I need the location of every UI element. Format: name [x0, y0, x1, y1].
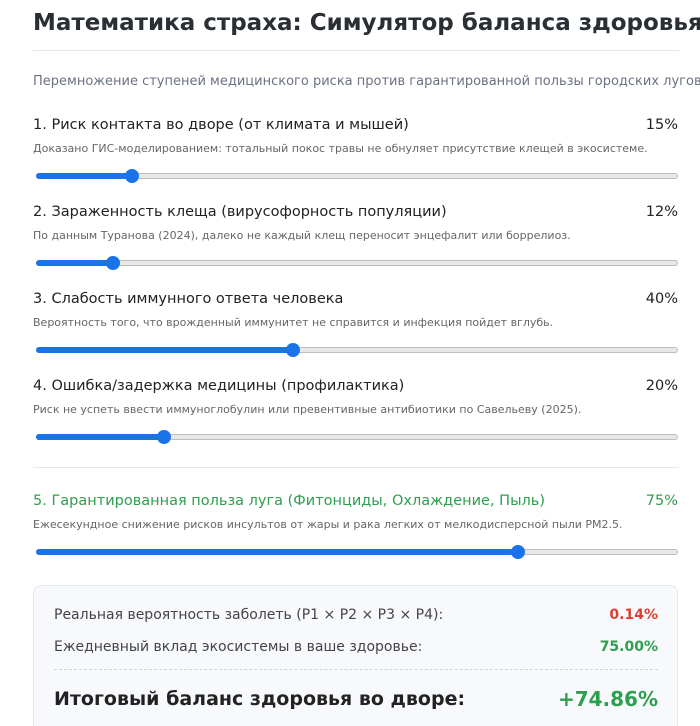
slider-thumb[interactable] — [285, 343, 300, 357]
result-label: Ежедневный вклад экосистемы в ваше здоро… — [54, 639, 423, 655]
slider-value: 20% — [645, 378, 678, 394]
slider-label: 3. Слабость иммунного ответа человека — [33, 291, 344, 307]
slider-label: 1. Риск контакта во дворе (от климата и … — [33, 117, 409, 133]
total-label: Итоговый баланс здоровья во дворе: — [54, 688, 466, 710]
slider-value: 40% — [645, 291, 678, 307]
page-title: Математика страха: Симулятор баланса здо… — [33, 10, 700, 36]
slider-value: 12% — [645, 204, 678, 220]
results-panel — [33, 585, 678, 726]
slider-thumb[interactable] — [157, 430, 172, 444]
result-label: Реальная вероятность заболеть (P1 × P2 ×… — [54, 607, 444, 623]
divider — [33, 467, 679, 468]
slider-label: 2. Зараженность клеща (вирусофорность по… — [33, 204, 447, 220]
total-value: +74.86% — [557, 687, 658, 711]
slider-thumb[interactable] — [510, 545, 525, 559]
subtitle: Перемножение ступеней медицинского риска… — [33, 74, 700, 89]
divider — [54, 669, 658, 670]
result-value: 75.00% — [599, 639, 658, 655]
slider-description: Вероятность того, что врожденный иммунит… — [33, 316, 554, 329]
slider-label: 5. Гарантированная польза луга (Фитонцид… — [33, 493, 545, 509]
slider-track[interactable] — [36, 260, 678, 266]
slider-fill — [36, 173, 133, 179]
slider-thumb[interactable] — [125, 169, 140, 183]
slider-fill — [36, 434, 165, 440]
slider-label: 4. Ошибка/задержка медицины (профилактик… — [33, 378, 405, 394]
slider-description: Доказано ГИС-моделированием: тотальный п… — [33, 142, 648, 155]
slider-fill — [36, 260, 114, 266]
slider-fill — [36, 347, 293, 353]
slider-value: 75% — [645, 493, 678, 509]
divider — [33, 50, 679, 51]
slider-value: 15% — [645, 117, 678, 133]
slider-description: По данным Туранова (2024), далеко не каж… — [33, 229, 571, 242]
slider-description: Ежесекундное снижение рисков инсультов о… — [33, 518, 623, 531]
slider-fill — [36, 549, 518, 555]
slider-description: Риск не успеть ввести иммуноглобулин или… — [33, 403, 582, 416]
slider-thumb[interactable] — [106, 256, 121, 270]
result-value: 0.14% — [609, 607, 658, 623]
